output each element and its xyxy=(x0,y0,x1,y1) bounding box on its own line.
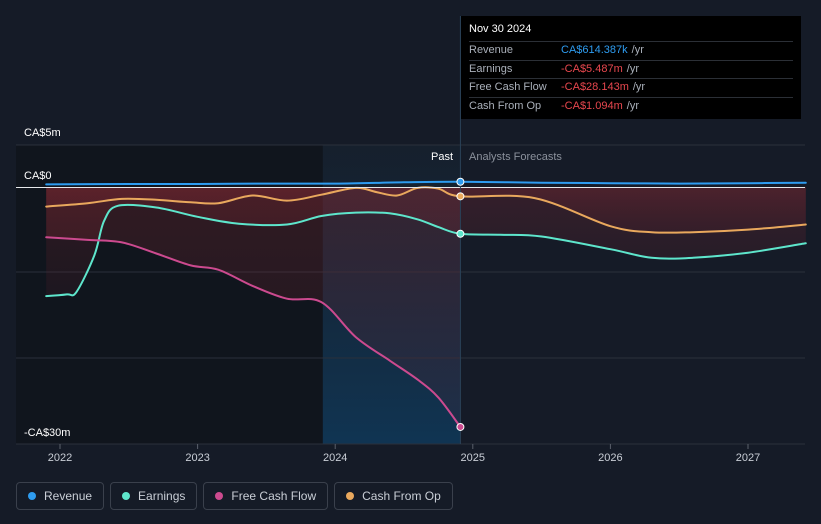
legend-label: Cash From Op xyxy=(362,489,441,503)
tooltip-row-label: Cash From Op xyxy=(469,99,542,112)
x-tick-label: 2024 xyxy=(323,452,347,464)
legend-item-cash-from-op[interactable]: Cash From Op xyxy=(334,482,453,510)
y-tick-top: CA$5m xyxy=(24,127,61,139)
x-tick-label: 2026 xyxy=(598,452,622,464)
legend-dot-icon xyxy=(28,492,36,500)
tooltip-row-value: -CA$28.143m xyxy=(561,81,629,93)
legend-label: Revenue xyxy=(44,489,93,503)
legend-dot-icon xyxy=(122,492,131,500)
tooltip-row-unit: /yr xyxy=(626,62,639,75)
series-line-free-cash-flow xyxy=(45,236,462,428)
point-earnings xyxy=(456,229,465,238)
legend-item-free-cash-flow[interactable]: Free Cash Flow xyxy=(203,482,329,510)
hover-tooltip: Nov 30 2024 Revenue CA$614.387k/yr Earning… xyxy=(461,16,801,119)
point-cash-from-op xyxy=(456,192,465,201)
x-tick-label: 2027 xyxy=(736,452,760,464)
legend: Revenue Earnings Free Cash Flow Cash From O… xyxy=(16,482,453,510)
tooltip-row: Earnings -CA$5.487m/yr xyxy=(469,59,793,79)
tooltip-date: Nov 30 2024 xyxy=(469,23,532,35)
legend-item-earnings[interactable]: Earnings xyxy=(110,482,198,510)
series-line-revenue xyxy=(45,180,807,186)
x-tick-label: 2025 xyxy=(461,452,485,464)
y-tick-zero: CA$0 xyxy=(24,170,52,182)
legend-label: Earnings xyxy=(138,489,186,503)
series-area-free-cash-flow xyxy=(46,187,461,427)
tooltip-row-label: Revenue xyxy=(469,44,514,56)
tooltip-row-unit: /yr xyxy=(631,44,644,56)
point-revenue xyxy=(456,177,465,186)
tooltip-row: Free Cash Flow -CA$28.143m/yr xyxy=(469,78,793,97)
tooltip-row-value: -CA$5.487m xyxy=(561,62,623,75)
legend-dot-icon xyxy=(346,492,355,500)
tooltip-row-label: Free Cash Flow xyxy=(469,81,547,93)
tooltip-row-value: -CA$1.094m xyxy=(561,99,623,112)
past-label: Past xyxy=(431,151,453,163)
tooltip-row: Cash From Op -CA$1.094m/yr xyxy=(469,96,793,116)
x-tick-label: 2023 xyxy=(185,452,209,464)
forecast-label: Analysts Forecasts xyxy=(469,151,562,163)
legend-label: Free Cash Flow xyxy=(231,489,317,503)
x-tick-label: 2022 xyxy=(48,452,72,464)
legend-dot-icon xyxy=(215,492,224,500)
tooltip-row-value: CA$614.387k xyxy=(561,44,628,56)
tooltip-row-unit: /yr xyxy=(632,81,646,93)
tooltip-row-label: Earnings xyxy=(469,62,513,75)
tooltip-row: Revenue CA$614.387k/yr xyxy=(469,41,793,60)
chart-area: CA$5m CA$0 -CA$30m Past Analysts Forecas… xyxy=(16,16,807,464)
tooltip-row-unit: /yr xyxy=(626,99,639,112)
legend-item-revenue[interactable]: Revenue xyxy=(16,482,105,510)
point-free-cash-flow xyxy=(456,422,465,431)
y-tick-bottom: -CA$30m xyxy=(24,427,70,439)
series-line-earnings xyxy=(45,203,807,298)
series-line-cash-from-op xyxy=(45,186,807,234)
